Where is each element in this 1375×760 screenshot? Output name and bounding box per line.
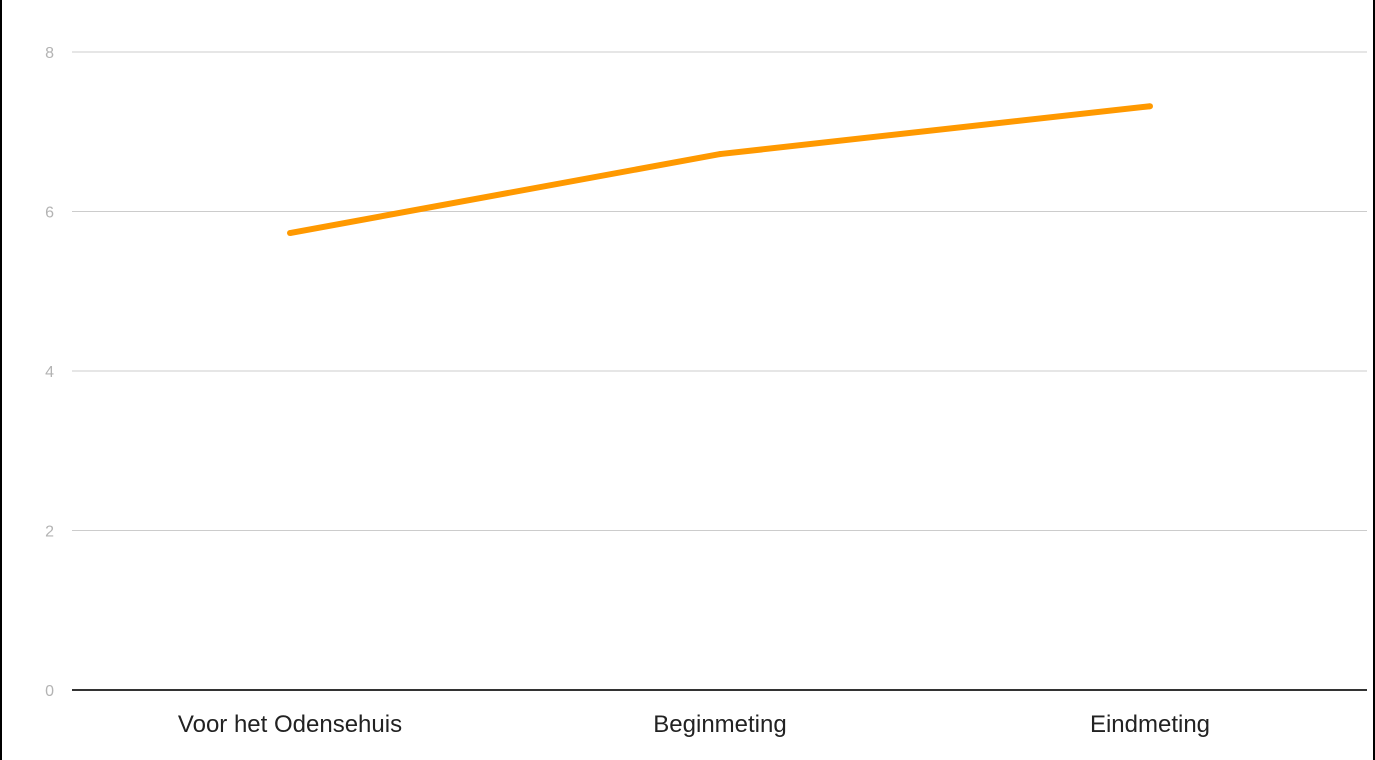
x-tick-label: Beginmeting <box>653 711 786 738</box>
x-axis-ticks: Voor het Odensehuis Beginmeting Eindmeting <box>178 711 1210 738</box>
data-point <box>1147 103 1153 110</box>
data-point <box>287 230 293 237</box>
y-tick-label: 6 <box>45 205 54 222</box>
y-axis-ticks: 0 2 4 6 8 <box>45 45 54 700</box>
x-tick-label: Voor het Odensehuis <box>178 711 402 738</box>
gridlines <box>72 51 1367 531</box>
y-tick-label: 0 <box>45 683 54 700</box>
y-tick-label: 4 <box>45 364 54 381</box>
series-line <box>289 103 1151 236</box>
x-tick-label: Eindmeting <box>1090 711 1210 738</box>
y-tick-label: 8 <box>45 45 54 62</box>
data-point <box>717 151 723 158</box>
series-layer <box>287 103 1153 237</box>
y-tick-label: 2 <box>45 524 54 541</box>
